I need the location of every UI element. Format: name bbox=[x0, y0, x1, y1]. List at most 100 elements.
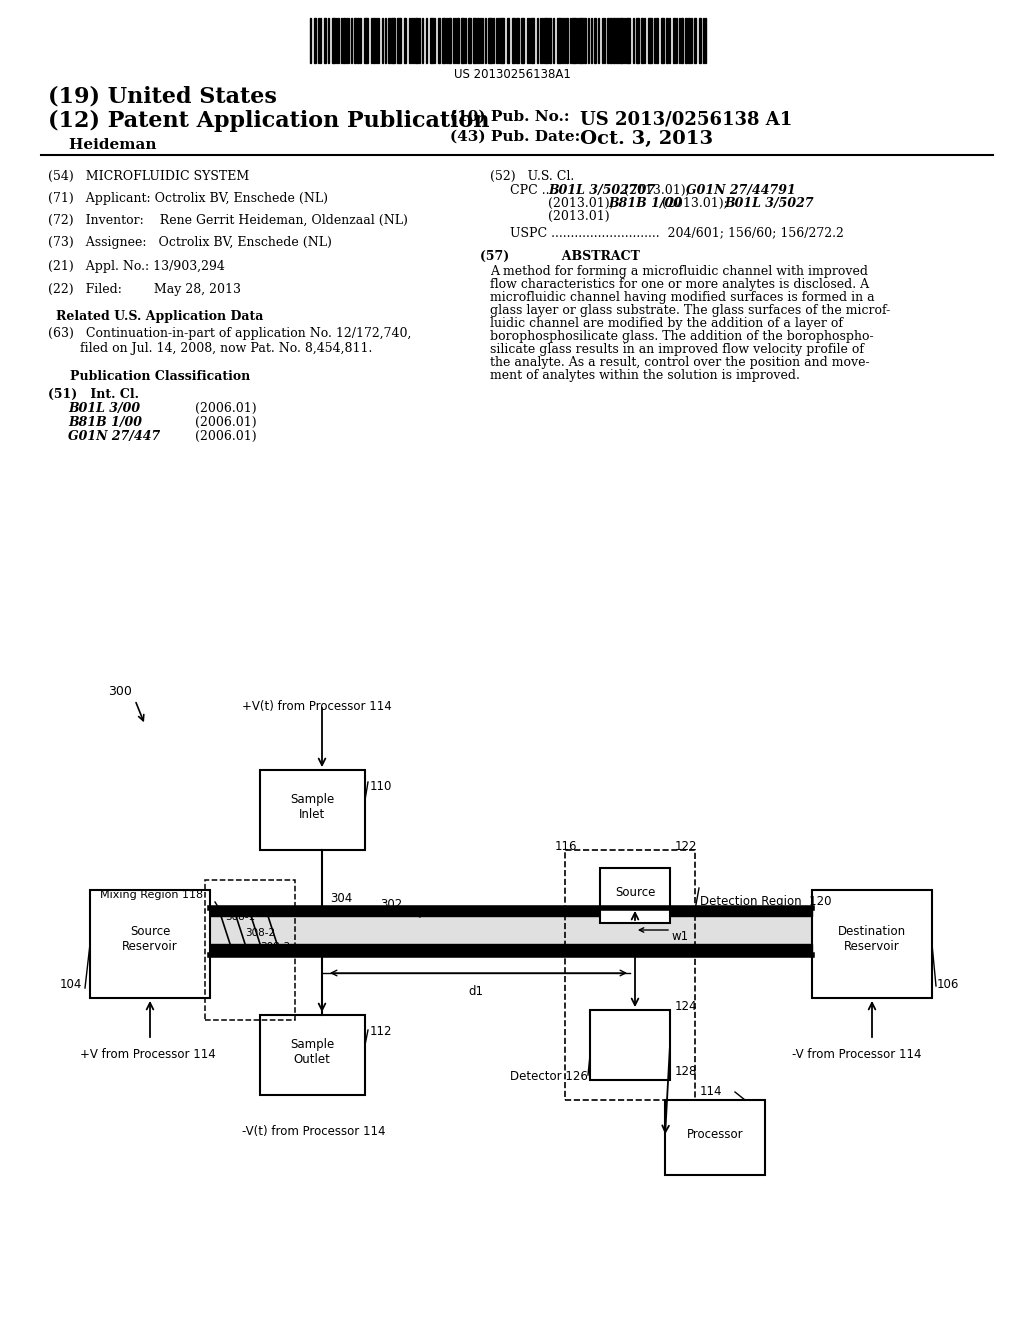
Text: Oct. 3, 2013: Oct. 3, 2013 bbox=[580, 129, 713, 148]
Text: 308-3: 308-3 bbox=[260, 942, 290, 952]
Text: B01L 3/502707: B01L 3/502707 bbox=[548, 183, 655, 197]
Bar bbox=[613, 18, 615, 63]
Text: CPC ....: CPC .... bbox=[510, 183, 565, 197]
Bar bbox=[430, 18, 433, 63]
Text: G01N 27/44791: G01N 27/44791 bbox=[685, 183, 796, 197]
Text: (2013.01);: (2013.01); bbox=[620, 183, 693, 197]
Text: Heideman: Heideman bbox=[48, 139, 157, 152]
Text: Detector 126: Detector 126 bbox=[510, 1071, 588, 1082]
Text: (51)   Int. Cl.: (51) Int. Cl. bbox=[48, 388, 139, 401]
Text: 308-1: 308-1 bbox=[225, 912, 255, 921]
Text: (2006.01): (2006.01) bbox=[195, 430, 257, 444]
Bar bbox=[449, 18, 451, 63]
Bar bbox=[391, 18, 395, 63]
Text: (21)   Appl. No.: 13/903,294: (21) Appl. No.: 13/903,294 bbox=[48, 260, 225, 273]
Text: (2006.01): (2006.01) bbox=[195, 416, 257, 429]
Bar bbox=[324, 18, 326, 63]
Bar bbox=[694, 18, 696, 63]
Text: B81B 1/00: B81B 1/00 bbox=[68, 416, 142, 429]
Text: 304: 304 bbox=[330, 892, 352, 906]
Text: Sample
Outlet: Sample Outlet bbox=[290, 1038, 334, 1067]
Text: G01N 27/447: G01N 27/447 bbox=[68, 430, 160, 444]
Text: +V from Processor 114: +V from Processor 114 bbox=[80, 1048, 216, 1061]
Bar bbox=[688, 18, 690, 63]
Text: USPC ............................  204/601; 156/60; 156/272.2: USPC ............................ 204/60… bbox=[510, 226, 844, 239]
Bar bbox=[210, 915, 812, 944]
Bar bbox=[357, 18, 359, 63]
Text: luidic channel are modified by the addition of a layer of: luidic channel are modified by the addit… bbox=[490, 317, 843, 330]
Text: B81B 1/00: B81B 1/00 bbox=[608, 197, 683, 210]
Text: 112: 112 bbox=[370, 1026, 392, 1038]
Bar bbox=[442, 18, 445, 63]
Text: (19) United States: (19) United States bbox=[48, 84, 276, 107]
Text: silicate glass results in an improved flow velocity profile of: silicate glass results in an improved fl… bbox=[490, 343, 864, 356]
Bar bbox=[641, 18, 643, 63]
Bar bbox=[473, 18, 476, 63]
Bar bbox=[648, 18, 652, 63]
Text: 106: 106 bbox=[937, 978, 959, 991]
Bar bbox=[397, 18, 401, 63]
Bar bbox=[673, 18, 675, 63]
Bar bbox=[579, 18, 583, 63]
Bar bbox=[457, 18, 459, 63]
Bar bbox=[314, 18, 316, 63]
Bar bbox=[521, 18, 524, 63]
Bar bbox=[332, 18, 335, 63]
Bar bbox=[354, 18, 356, 63]
Text: 122: 122 bbox=[675, 840, 697, 853]
Bar bbox=[415, 18, 418, 63]
Bar bbox=[566, 18, 568, 63]
Text: 308-2: 308-2 bbox=[245, 928, 275, 939]
Bar bbox=[260, 770, 365, 850]
Bar bbox=[594, 18, 596, 63]
Bar bbox=[665, 1100, 765, 1175]
Text: Processor: Processor bbox=[687, 1129, 743, 1142]
Text: glass layer or glass substrate. The glass surfaces of the microf-: glass layer or glass substrate. The glas… bbox=[490, 304, 890, 317]
Text: (10) Pub. No.:: (10) Pub. No.: bbox=[450, 110, 569, 124]
Bar bbox=[500, 18, 504, 63]
Bar bbox=[544, 18, 548, 63]
Text: (63)   Continuation-in-part of application No. 12/172,740,
        filed on Jul.: (63) Continuation-in-part of application… bbox=[48, 327, 412, 355]
Bar bbox=[618, 18, 623, 63]
Text: flow characteristics for one or more analytes is disclosed. A: flow characteristics for one or more ana… bbox=[490, 279, 869, 290]
Bar bbox=[477, 18, 479, 63]
Text: (71)   Applicant: Octrolix BV, Enschede (NL): (71) Applicant: Octrolix BV, Enschede (N… bbox=[48, 191, 328, 205]
Bar bbox=[590, 1010, 670, 1080]
Text: US 20130256138A1: US 20130256138A1 bbox=[454, 69, 570, 81]
Bar bbox=[685, 18, 687, 63]
Text: 306, 308: 306, 308 bbox=[212, 945, 258, 954]
Text: -V from Processor 114: -V from Processor 114 bbox=[792, 1048, 922, 1061]
Bar bbox=[343, 18, 345, 63]
Text: 300: 300 bbox=[108, 685, 132, 698]
Bar bbox=[438, 18, 440, 63]
Text: (43) Pub. Date:: (43) Pub. Date: bbox=[450, 129, 581, 144]
Bar bbox=[557, 18, 561, 63]
Text: Destination
Reservoir: Destination Reservoir bbox=[838, 925, 906, 953]
Text: 302: 302 bbox=[380, 898, 402, 911]
Text: Mixing Region 118: Mixing Region 118 bbox=[100, 890, 203, 900]
Text: (2006.01): (2006.01) bbox=[195, 403, 257, 414]
Text: w1: w1 bbox=[672, 931, 689, 942]
Text: Related U.S. Application Data: Related U.S. Application Data bbox=[56, 310, 264, 323]
Bar bbox=[656, 18, 658, 63]
Bar bbox=[549, 18, 551, 63]
Bar bbox=[388, 18, 390, 63]
Text: (73)   Assignee:   Octrolix BV, Enschede (NL): (73) Assignee: Octrolix BV, Enschede (NL… bbox=[48, 236, 332, 249]
Bar bbox=[205, 880, 295, 1020]
Bar bbox=[584, 18, 586, 63]
Bar bbox=[607, 18, 609, 63]
Text: microfluidic channel having modified surfaces is formed in a: microfluidic channel having modified sur… bbox=[490, 290, 874, 304]
Text: the analyte. As a result, control over the position and move-: the analyte. As a result, control over t… bbox=[490, 356, 869, 370]
Text: US 2013/0256138 A1: US 2013/0256138 A1 bbox=[580, 110, 793, 128]
Bar bbox=[812, 890, 932, 998]
Text: (52)   U.S. Cl.: (52) U.S. Cl. bbox=[490, 170, 574, 183]
Text: 128: 128 bbox=[675, 1065, 697, 1078]
Text: 116: 116 bbox=[555, 840, 578, 853]
Text: -V(t) from Processor 114: -V(t) from Processor 114 bbox=[242, 1125, 385, 1138]
Bar bbox=[600, 869, 670, 923]
Text: Source: Source bbox=[614, 887, 655, 899]
Text: (2013.01): (2013.01) bbox=[548, 210, 609, 223]
Text: Publication Classification: Publication Classification bbox=[70, 370, 250, 383]
Bar bbox=[210, 944, 812, 952]
Bar bbox=[488, 18, 492, 63]
